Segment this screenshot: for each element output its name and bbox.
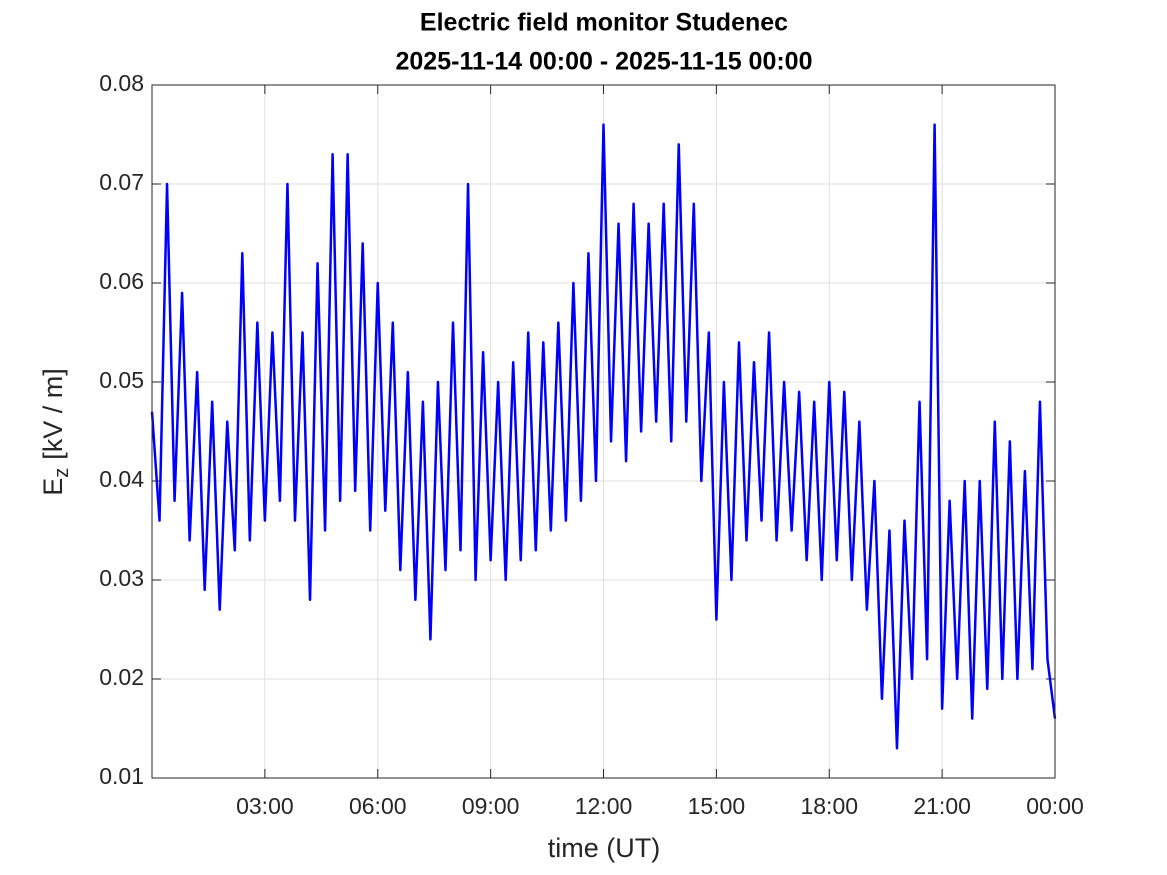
y-tick-label: 0.02 [99,664,144,690]
y-tick-label: 0.04 [99,466,144,492]
x-tick-label: 18:00 [800,793,858,819]
data-line [150,123,1057,750]
x-axis-label: time (UT) [548,833,660,863]
chart-subtitle: 2025-11-14 00:00 - 2025-11-15 00:00 [396,48,813,76]
x-tick-label: 21:00 [913,793,971,819]
y-tick-label: 0.05 [99,367,144,393]
x-tick-label: 12:00 [575,793,633,819]
x-tick-label: 15:00 [688,793,746,819]
y-axis-label: Ez [kV / m] [38,368,73,496]
x-tick-label: 03:00 [236,793,294,819]
y-tick-label: 0.07 [99,169,144,195]
y-label-unit: [kV / m] [38,368,68,460]
y-label-subscript: z [51,468,73,478]
y-tick-label: 0.06 [99,268,144,294]
y-tick-label: 0.03 [99,565,144,591]
x-tick-label: 00:00 [1026,793,1084,819]
y-label-symbol: E [38,478,68,496]
x-tick-label: 06:00 [349,793,407,819]
chart-title: Electric field monitor Studenec [420,9,788,37]
axes-box [151,84,1056,779]
y-tick-label: 0.01 [99,763,144,789]
x-tick-label: 09:00 [462,793,520,819]
y-tick-label: 0.08 [99,70,144,96]
